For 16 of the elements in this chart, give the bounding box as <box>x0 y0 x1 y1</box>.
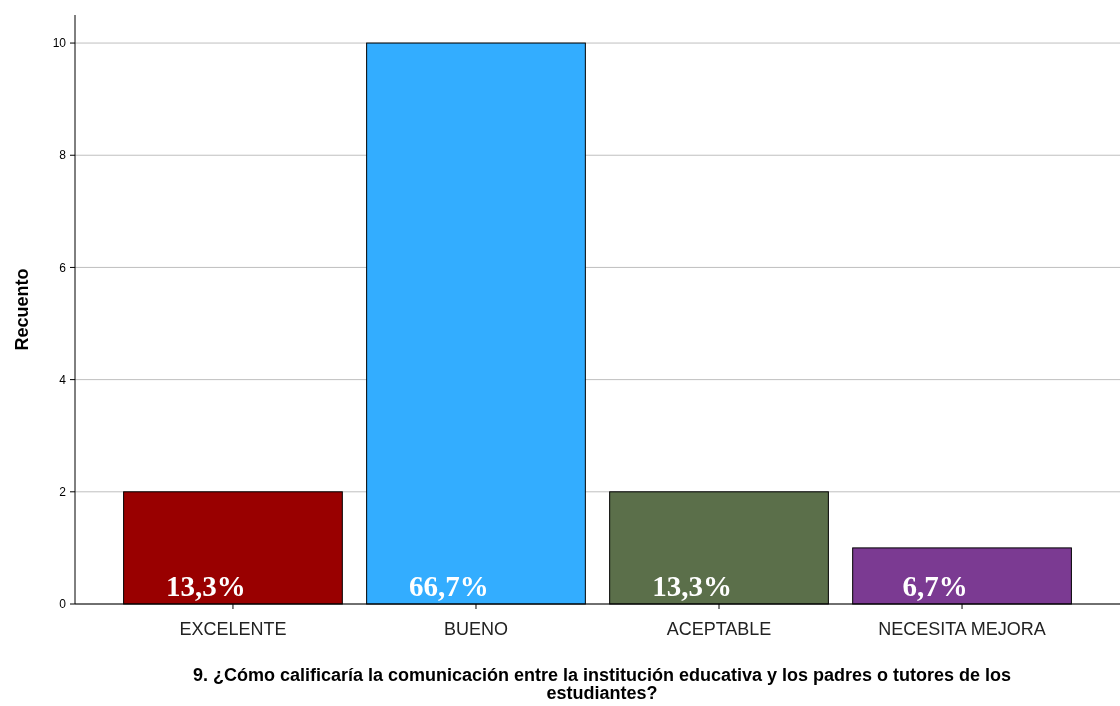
x-tick-label: ACEPTABLE <box>666 619 772 639</box>
x-tick-label: EXCELENTE <box>179 619 287 639</box>
y-axis-title: Recuento <box>12 268 32 351</box>
y-tick-label: 6 <box>59 260 67 275</box>
y-tick-label: 0 <box>59 597 67 612</box>
annotation: 66,7% <box>409 570 489 602</box>
annotation: 13,3% <box>652 570 732 602</box>
y-tick-label: 2 <box>59 485 67 500</box>
annotation: 6,7% <box>902 570 968 602</box>
y-tick-label: 4 <box>59 372 67 387</box>
x-tick-label: NECESITA MEJORA <box>878 619 1046 639</box>
x-axis-title: 9. ¿Cómo calificaría la comunicación entre la institución educativa y los padres o tutores de los estudiantes? <box>192 665 1012 703</box>
y-tick-label: 8 <box>59 148 67 163</box>
y-tick-label: 10 <box>52 36 67 51</box>
annotation: 13,3% <box>166 570 246 602</box>
x-tick-label: BUENO <box>443 619 508 639</box>
